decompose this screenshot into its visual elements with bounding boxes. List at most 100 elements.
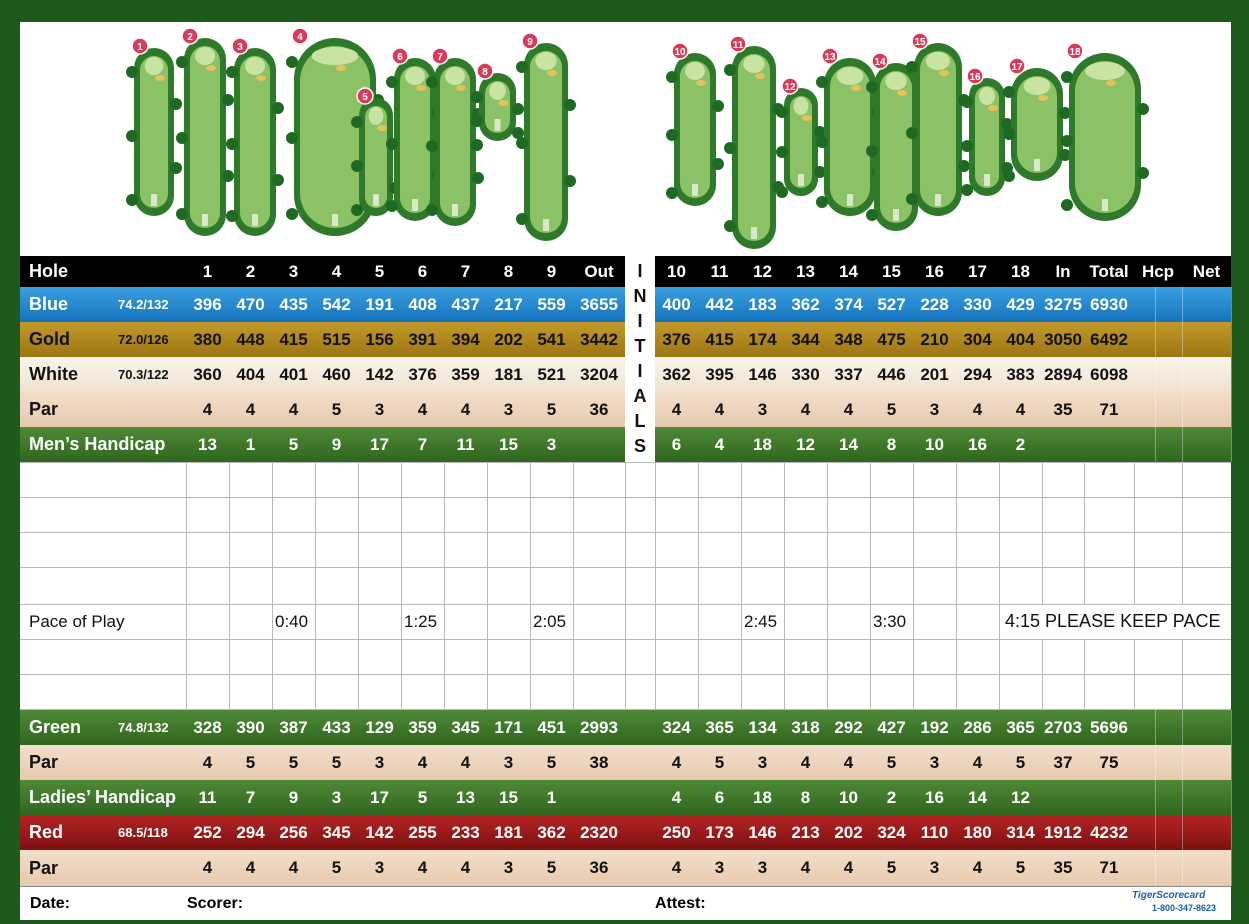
divider xyxy=(1231,815,1232,850)
hole-map-1: 1 xyxy=(126,37,182,216)
hole-map-3: 3 xyxy=(226,37,284,236)
hole-number-marker xyxy=(671,42,689,60)
score-cell: 294 xyxy=(236,822,265,842)
score-cell: 318 xyxy=(791,717,820,737)
score-cell: 4 xyxy=(972,752,983,772)
score-cell: 210 xyxy=(920,329,949,349)
hole-number-marker-label: 17 xyxy=(1011,62,1023,73)
score-cell: 345 xyxy=(322,822,351,842)
signature-footer: Date: Scorer: Attest: TigerScorecard 1-8… xyxy=(20,886,1231,920)
divider xyxy=(1231,287,1232,322)
hole-number-marker xyxy=(729,35,747,53)
score-cell: 4 xyxy=(671,752,682,772)
hole-number: 18 xyxy=(1011,261,1030,281)
score-cell: 5 xyxy=(1015,752,1026,772)
divider xyxy=(1134,462,1135,710)
row-label: Par xyxy=(29,857,59,878)
divider xyxy=(1155,780,1156,815)
score-entry-row[interactable] xyxy=(186,640,1231,674)
hole-number: 14 xyxy=(839,261,858,281)
hole-number-marker xyxy=(131,37,149,55)
divider xyxy=(1231,710,1232,745)
score-cell: 4 xyxy=(245,399,256,419)
score-cell: 294 xyxy=(963,364,992,384)
hole-map-14: 14 xyxy=(866,52,926,231)
in-total: 3275 xyxy=(1044,294,1082,314)
row-label: Par xyxy=(29,399,59,419)
score-cell: 396 xyxy=(193,294,222,314)
score-cell: 362 xyxy=(791,294,820,314)
score-cell: 475 xyxy=(877,329,906,349)
in-header: In xyxy=(1055,261,1071,281)
score-cell: 1 xyxy=(546,787,557,807)
score-cell: 4 xyxy=(460,858,471,877)
score-cell: 17 xyxy=(370,434,389,454)
pace-time: 0:40 xyxy=(275,611,309,631)
divider xyxy=(1155,427,1156,462)
hole-map-12: 12 xyxy=(776,77,826,198)
score-cell: 146 xyxy=(748,364,777,384)
hole-header: Hole xyxy=(29,261,69,281)
score-cell: 4 xyxy=(843,858,854,877)
score-cell: 4 xyxy=(288,858,299,877)
score-cell: 110 xyxy=(920,822,949,842)
score-entry-row[interactable] xyxy=(186,533,1231,567)
hole-number: 13 xyxy=(796,261,815,281)
score-cell: 401 xyxy=(279,364,308,384)
total-header: Total xyxy=(1089,261,1129,281)
score-cell: 142 xyxy=(365,364,394,384)
divider xyxy=(1182,392,1183,427)
score-entry-row[interactable] xyxy=(186,498,1231,532)
in-total: 2703 xyxy=(1044,717,1082,737)
hcp-header: Hcp xyxy=(1141,261,1175,281)
score-cell: 3 xyxy=(331,787,342,807)
score-entry-row[interactable] xyxy=(186,675,1231,709)
score-cell: 5 xyxy=(331,752,342,772)
divider xyxy=(1182,745,1183,780)
score-cell: 4 xyxy=(671,858,682,877)
score-entry-row[interactable] xyxy=(186,568,1231,602)
hole-number-marker xyxy=(431,47,449,65)
score-cell: 415 xyxy=(705,329,734,349)
hole-number: 16 xyxy=(925,261,944,281)
hole-map-7: 7 xyxy=(426,47,484,226)
divider xyxy=(444,462,445,710)
score-cell: 6 xyxy=(671,434,682,454)
score-cell: 442 xyxy=(705,294,734,314)
score-cell: 395 xyxy=(705,364,734,384)
score-cell: 3 xyxy=(503,858,514,877)
net-header: Net xyxy=(1192,261,1221,281)
score-cell: 3 xyxy=(929,858,940,877)
score-cell: 146 xyxy=(748,822,777,842)
score-cell: 344 xyxy=(791,329,820,349)
hole-number: 10 xyxy=(667,261,686,281)
score-cell: 5 xyxy=(331,858,342,877)
score-cell: 387 xyxy=(279,717,308,737)
score-cell: 4 xyxy=(714,434,725,454)
divider xyxy=(827,462,828,710)
divider xyxy=(1182,780,1183,815)
ladies-par-row: Par 4 5 5 5 3 4 4 3 5 38 4 5 3 4 4 5 3 4 5 37 75 xyxy=(20,745,1232,780)
hole-number: 3 xyxy=(288,261,299,281)
hole-map-13: 13 xyxy=(816,47,884,216)
initials-letter: L xyxy=(634,411,646,431)
score-cell: 541 xyxy=(537,329,566,349)
score-cell: 4 xyxy=(417,752,428,772)
score-entry-row[interactable] xyxy=(186,463,1231,497)
score-cell: 5 xyxy=(288,434,299,454)
divider xyxy=(229,462,230,710)
hole-number-marker-label: 16 xyxy=(969,72,981,83)
divider xyxy=(741,462,742,710)
hole-number-marker-label: 14 xyxy=(874,57,886,68)
score-cell: 14 xyxy=(968,787,987,807)
divider xyxy=(1042,462,1043,710)
score-cell: 12 xyxy=(1011,787,1030,807)
hole-number-marker xyxy=(391,47,409,65)
score-cell: 515 xyxy=(322,329,351,349)
hole-number-marker-label: 3 xyxy=(237,42,243,53)
score-cell: 11 xyxy=(198,787,217,807)
hole-number: 17 xyxy=(968,261,987,281)
score-cell: 400 xyxy=(662,294,691,314)
row-label: Red xyxy=(29,822,64,842)
row-label: Green xyxy=(29,717,82,737)
